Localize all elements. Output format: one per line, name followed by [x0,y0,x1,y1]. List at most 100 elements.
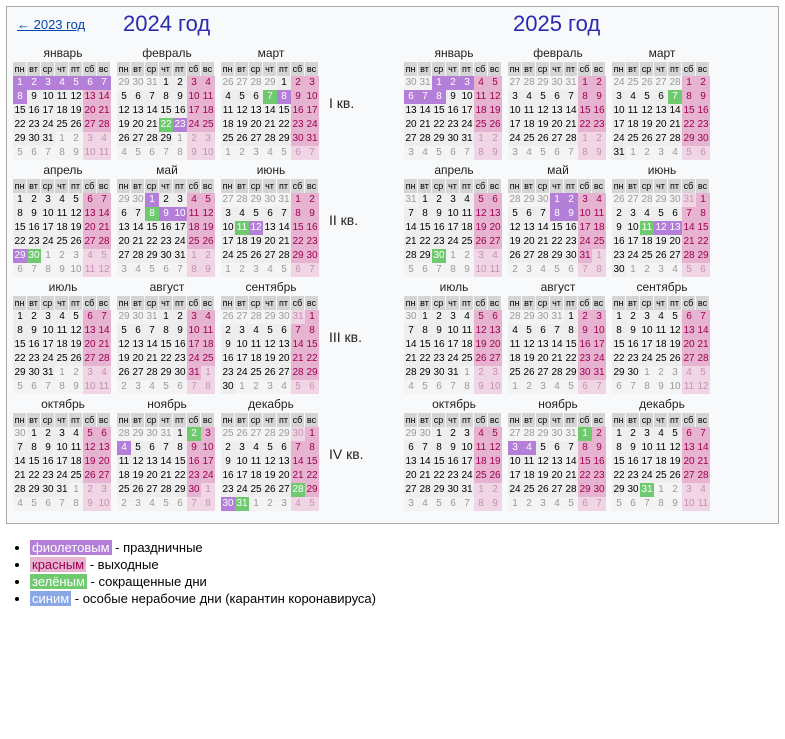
day-cell: 20 [277,352,291,366]
day-cell: 3 [654,146,668,160]
day-cell: 7 [159,146,173,160]
day-cell: 29 [432,132,446,146]
day-cell: 14 [404,338,418,352]
day-cell: 19 [474,338,488,352]
dow-cell: вт [626,179,640,193]
day-cell: 8 [474,497,488,511]
week-row: 11121314151617 [508,338,608,352]
dow-cell: ср [536,296,550,310]
day-cell: 12 [249,221,263,235]
day-cell: 22 [291,235,305,249]
week-row: 891011121314 [612,441,712,455]
day-cell: 24 [173,235,187,249]
day-cell: 9 [305,207,319,221]
day-cell: 22 [696,235,710,249]
dow-cell: ср [640,62,654,76]
day-cell: 26 [474,352,488,366]
day-cell: 2 [446,76,460,90]
day-cell: 30 [626,483,640,497]
dow-cell: вт [418,413,432,427]
day-cell: 28 [117,427,131,441]
week-row: 6789101112 [404,441,504,455]
week-row: 272829303112 [508,427,608,441]
dow-cell: ср [145,179,159,193]
dow-cell: вт [522,296,536,310]
day-cell: 23 [612,249,626,263]
day-cell: 4 [654,427,668,441]
dow-row: пнвтсрчтптсбвс [404,296,504,310]
week-row: 1234567 [612,427,712,441]
day-cell: 1 [55,132,69,146]
day-cell: 7 [277,207,291,221]
day-cell: 3 [592,310,606,324]
day-cell: 28 [291,366,305,380]
day-cell: 18 [654,455,668,469]
dow-row: пнвтсрчтптсбвс [13,62,113,76]
dow-cell: вс [201,413,215,427]
prev-year-link[interactable]: ← 2023 год [17,17,85,32]
month-block: апрельпнвтсрчтптсбвс12345678910111213141… [13,162,113,277]
day-cell: 5 [131,146,145,160]
day-cell: 29 [249,193,263,207]
day-cell: 2 [640,146,654,160]
day-cell: 30 [145,427,159,441]
week-row: 1234567 [221,146,321,160]
day-cell: 12 [488,90,502,104]
day-cell: 4 [277,380,291,394]
day-cell: 18 [460,221,474,235]
day-cell: 2 [564,193,578,207]
week-row: 293012345 [117,193,217,207]
week-row: 11121314151617 [117,455,217,469]
day-cell: 12 [668,441,682,455]
day-cell: 1 [291,193,305,207]
day-cell: 12 [488,441,502,455]
day-cell: 3 [97,483,111,497]
day-cell: 28 [291,483,305,497]
dow-cell: сб [682,179,696,193]
day-cell: 17 [187,104,201,118]
day-cell: 31 [550,310,564,324]
day-cell: 31 [418,76,432,90]
day-cell: 29 [263,310,277,324]
week-row: 19202122232425 [117,118,217,132]
day-cell: 4 [83,249,97,263]
dow-cell: сб [578,179,592,193]
day-cell: 6 [404,441,418,455]
day-cell: 25 [522,483,536,497]
day-cell: 16 [432,338,446,352]
week-row: 2526272829301 [117,483,217,497]
day-cell: 15 [564,338,578,352]
week-row: 22232425262728 [612,352,712,366]
week-row: 3456789 [117,263,217,277]
day-cell: 20 [550,118,564,132]
dow-cell: пт [277,62,291,76]
day-cell: 28 [97,235,111,249]
day-cell: 8 [682,90,696,104]
day-cell: 27 [522,249,536,263]
day-cell: 26 [640,76,654,90]
day-cell: 2 [27,193,41,207]
day-cell: 3 [536,380,550,394]
month-block: декабрьпнвтсрчтптсбвс2526272829301234567… [221,396,321,511]
day-cell: 30 [418,427,432,441]
week-row: 303112345 [404,76,504,90]
day-cell: 25 [592,235,606,249]
day-cell: 21 [404,352,418,366]
day-cell: 6 [83,193,97,207]
day-cell: 7 [404,324,418,338]
day-cell: 28 [97,352,111,366]
day-cell: 31 [612,146,626,160]
week-row: 1234567 [612,310,712,324]
day-cell: 10 [187,90,201,104]
week-row: 567891011 [612,497,712,511]
day-cell: 13 [682,324,696,338]
day-cell: 2 [592,76,606,90]
dow-cell: пт [173,179,187,193]
day-cell: 30 [592,483,606,497]
day-cell: 4 [145,380,159,394]
week-row: 45678910 [221,90,321,104]
dow-cell: чт [55,296,69,310]
month-title: июль [13,279,113,296]
month-title: январь [13,45,113,62]
day-cell: 5 [432,146,446,160]
